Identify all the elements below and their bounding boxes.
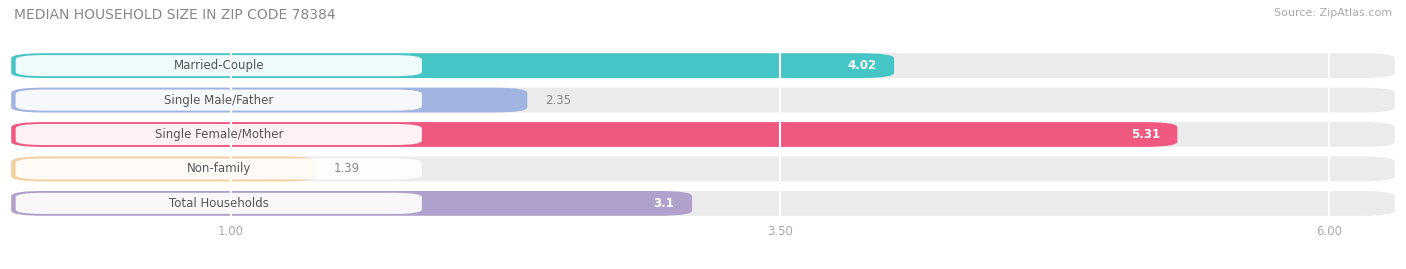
FancyBboxPatch shape: [11, 88, 527, 112]
Text: MEDIAN HOUSEHOLD SIZE IN ZIP CODE 78384: MEDIAN HOUSEHOLD SIZE IN ZIP CODE 78384: [14, 8, 336, 22]
FancyBboxPatch shape: [11, 191, 1395, 216]
FancyBboxPatch shape: [11, 122, 1395, 147]
Text: Source: ZipAtlas.com: Source: ZipAtlas.com: [1274, 8, 1392, 18]
Text: Single Male/Father: Single Male/Father: [165, 94, 273, 107]
FancyBboxPatch shape: [15, 193, 422, 214]
FancyBboxPatch shape: [15, 55, 422, 76]
Text: Married-Couple: Married-Couple: [173, 59, 264, 72]
FancyBboxPatch shape: [11, 53, 1395, 78]
Text: 1.39: 1.39: [335, 162, 360, 175]
FancyBboxPatch shape: [15, 158, 422, 179]
Text: 5.31: 5.31: [1130, 128, 1160, 141]
Text: Non-family: Non-family: [187, 162, 250, 175]
FancyBboxPatch shape: [11, 191, 692, 216]
FancyBboxPatch shape: [11, 53, 894, 78]
Text: Total Households: Total Households: [169, 197, 269, 210]
Text: 3.1: 3.1: [654, 197, 675, 210]
FancyBboxPatch shape: [11, 157, 1395, 181]
FancyBboxPatch shape: [15, 124, 422, 145]
FancyBboxPatch shape: [11, 122, 1177, 147]
Text: Single Female/Mother: Single Female/Mother: [155, 128, 283, 141]
FancyBboxPatch shape: [11, 157, 316, 181]
Text: 4.02: 4.02: [848, 59, 876, 72]
FancyBboxPatch shape: [15, 90, 422, 111]
FancyBboxPatch shape: [11, 88, 1395, 112]
Text: 2.35: 2.35: [546, 94, 571, 107]
